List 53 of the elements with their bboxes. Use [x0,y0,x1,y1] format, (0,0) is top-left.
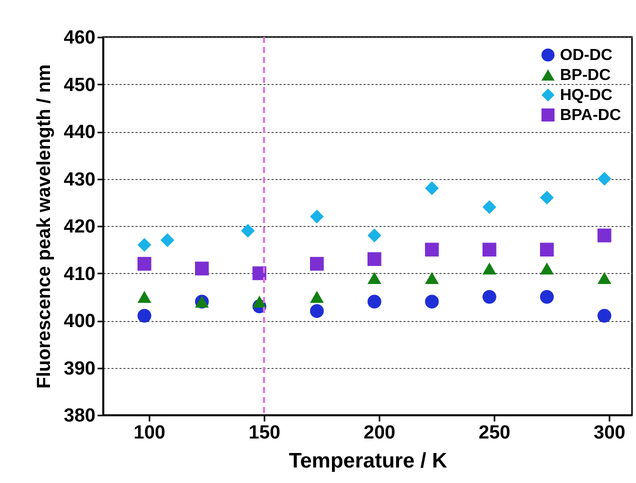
legend-label: BPA-DC [560,107,622,124]
x-tick-label: 250 [478,422,510,444]
point [252,296,266,308]
y-tick-label: 440 [64,122,96,143]
x-tick-label: 300 [594,422,626,444]
y-tick-label: 450 [64,74,96,96]
point [482,200,496,214]
y-tick-label: 380 [64,406,96,426]
y-tick-label: 430 [64,169,96,190]
point [368,294,382,308]
point [310,256,324,271]
point [598,228,612,242]
legend-label: HQ-DC [560,87,613,104]
point [310,304,324,318]
point [598,308,612,323]
point [138,290,152,303]
point [482,242,496,257]
point [482,262,496,274]
point [138,256,152,271]
y-tick-label: 390 [64,358,96,380]
point [195,262,209,276]
point [540,242,554,257]
y-axis-title: Fluorescence peak wavelength / nm [34,64,55,389]
point [425,294,439,308]
point [540,262,554,274]
point [241,224,255,238]
y-tick-label: 420 [64,216,96,238]
point [540,190,554,205]
x-tick-label: 200 [364,422,396,444]
point [310,210,324,224]
point [598,172,612,186]
legend-label: OD-DC [560,47,613,64]
point [368,252,382,266]
y-tick-label: 460 [64,28,96,48]
x-tick-label: 100 [134,422,166,444]
point [310,290,324,303]
point [482,290,496,304]
x-tick-label: 150 [248,422,280,444]
point [138,308,152,323]
y-tick-label: 400 [64,311,96,332]
x-axis-title: Temperature / K [288,450,448,472]
y-tick-label: 410 [64,264,96,285]
point [160,233,174,248]
point [425,272,439,284]
legend-label: BP-DC [560,67,612,84]
point [425,242,439,257]
point [598,272,612,284]
point [138,238,152,252]
point [540,290,554,304]
point [425,181,439,196]
point [368,272,382,284]
point [368,228,382,242]
point [252,266,266,280]
